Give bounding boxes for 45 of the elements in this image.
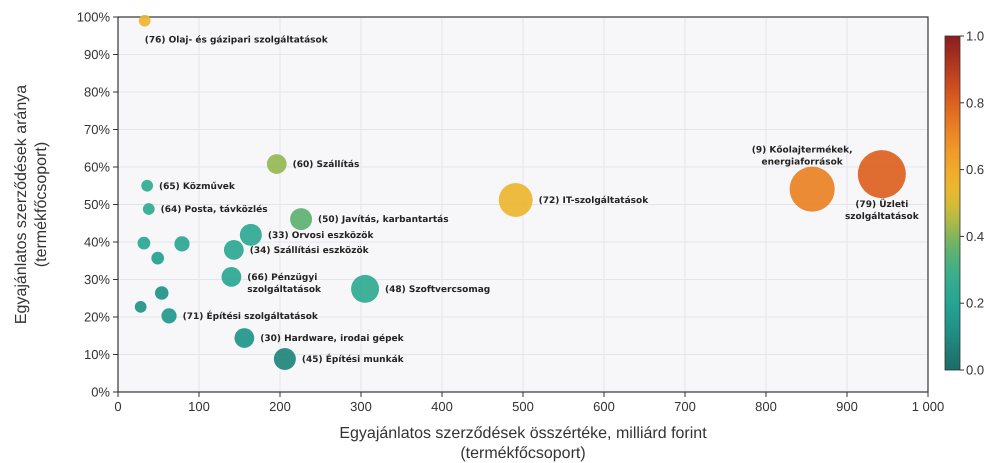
- x-tick-label: 800: [755, 399, 777, 414]
- y-axis-title: Egyajánlatos szerződések aránya (termékfőcsoport): [13, 84, 50, 324]
- color-bar-label: 0.4: [966, 228, 984, 244]
- annotation: (64) Posta, távközlés: [160, 204, 268, 215]
- y-tick-label: 80%: [84, 84, 110, 100]
- y-tick-label: 100%: [76, 10, 110, 24]
- y-tick-label: 70%: [84, 122, 110, 137]
- y-tick-label: 0%: [91, 384, 110, 400]
- y-tick-label: 40%: [84, 234, 110, 250]
- x-tick-label: 0: [114, 399, 122, 414]
- y-tick-label: 20%: [84, 310, 110, 324]
- x-tick-label: 300: [350, 399, 372, 414]
- x-tick-label: 700: [674, 399, 696, 414]
- x-tick-label: 400: [431, 399, 453, 414]
- annotation: (30) Hardware, irodai gépek: [260, 333, 405, 344]
- annotation: (79) Üzleti szolgáltatások: [844, 198, 920, 222]
- x-axis-title: Egyajánlatos szerződések összértéke, milliárd forint (termékfőcsoport): [339, 425, 708, 462]
- annotation: (33) Orvosi eszközök: [268, 230, 374, 241]
- y-tick-label: 30%: [84, 272, 110, 287]
- annotation: (60) Szállítás: [292, 159, 360, 170]
- x-tick-label: 1 000: [912, 399, 944, 414]
- x-tick-label: 500: [512, 399, 534, 414]
- annotation: (48) Szoftvercsomag: [385, 284, 490, 295]
- annotation: (45) Építési munkák: [302, 353, 405, 365]
- annotation: (50) Javítás, karbantartás: [318, 214, 449, 226]
- annotation: (76) Olaj- és gázipari szolgáltatások: [144, 34, 329, 46]
- color-bar-label: 0.8: [966, 95, 984, 110]
- y-tick-label: 10%: [84, 347, 110, 362]
- x-tick-label: 200: [269, 399, 291, 414]
- color-bar-label: 0.0: [966, 362, 984, 378]
- annotation: (34) Szállítási eszközök: [250, 244, 370, 256]
- x-tick-label: 900: [836, 399, 858, 414]
- annotation: (65) Közművek: [159, 180, 236, 192]
- color-bar-label: 1.0: [966, 28, 984, 44]
- annotation: (9) Kőolajtermékek, energiaforrások: [752, 144, 853, 168]
- color-bar-label: 0.2: [966, 296, 984, 311]
- annotation: (66) Pénzügyi szolgáltatások: [247, 272, 322, 295]
- annotation: (72) IT-szolgáltatások: [538, 195, 650, 206]
- x-tick-label: 100: [188, 399, 210, 414]
- color-bar-label: 0.6: [966, 162, 984, 178]
- annotation: (71) Építési szolgáltatások: [182, 310, 319, 322]
- y-tick-label: 60%: [84, 160, 110, 174]
- y-tick-label: 90%: [84, 47, 110, 62]
- x-tick-label: 600: [593, 399, 615, 414]
- y-tick-label: 50%: [84, 197, 110, 212]
